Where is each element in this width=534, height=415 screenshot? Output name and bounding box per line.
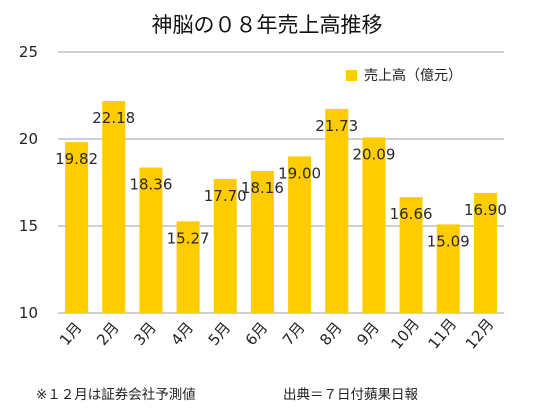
bar (473, 192, 497, 313)
x-tick-label: 2月 (93, 319, 123, 349)
data-label: 17.70 (204, 187, 247, 205)
bar (102, 101, 126, 314)
x-tick-label: 5月 (205, 319, 235, 349)
bar (176, 221, 200, 313)
bar (65, 142, 89, 313)
chart-title: 神脳の０８年売上高推移 (152, 13, 383, 37)
legend-label: 売上高（億元） (364, 67, 462, 84)
x-tick-label: 6月 (242, 319, 272, 349)
data-label: 19.82 (55, 150, 98, 168)
y-tick-label: 10 (19, 304, 38, 322)
x-tick-label: 10月 (387, 315, 423, 353)
bar (250, 171, 274, 313)
data-label: 15.27 (167, 229, 210, 247)
x-tick-label: 4月 (167, 319, 197, 349)
x-tick-label: 11月 (425, 315, 461, 353)
data-label: 18.36 (129, 176, 172, 194)
x-tick-label: 12月 (462, 315, 498, 353)
y-axis-ticks: 10 15 20 25 (19, 43, 38, 322)
bar (325, 108, 349, 313)
data-label: 16.90 (464, 201, 507, 219)
bar (213, 179, 237, 313)
legend: 売上高（億元） (346, 67, 462, 84)
data-label: 15.09 (427, 232, 470, 250)
bar (362, 137, 386, 313)
legend-swatch (346, 70, 357, 81)
x-tick-label: 7月 (279, 319, 309, 349)
x-tick-label: 1月 (56, 319, 86, 349)
bar (436, 224, 460, 313)
data-label: 21.73 (315, 117, 358, 135)
y-tick-label: 20 (19, 130, 38, 148)
bars (65, 101, 497, 314)
x-tick-label: 9月 (353, 319, 383, 349)
data-label: 20.09 (352, 145, 395, 163)
bar (139, 167, 163, 313)
x-tick-label: 8月 (316, 319, 346, 349)
grid-lines (58, 51, 504, 314)
footnote-source: 出典＝７日付蘋果日報 (283, 387, 418, 403)
x-axis-labels: 1月 2月 3月 4月 5月 6月 7月 8月 9月 10月 11月 12月 (56, 315, 497, 353)
bar (399, 197, 423, 313)
data-label: 19.00 (278, 164, 321, 182)
data-label: 18.16 (241, 179, 284, 197)
data-label: 16.66 (390, 205, 433, 223)
y-tick-label: 25 (19, 43, 38, 61)
bar (288, 156, 312, 313)
x-tick-label: 3月 (130, 319, 160, 349)
footnote-note: ※１２月は証券会社予測値 (36, 387, 196, 403)
y-tick-label: 15 (19, 217, 38, 235)
data-label: 22.18 (92, 109, 135, 127)
